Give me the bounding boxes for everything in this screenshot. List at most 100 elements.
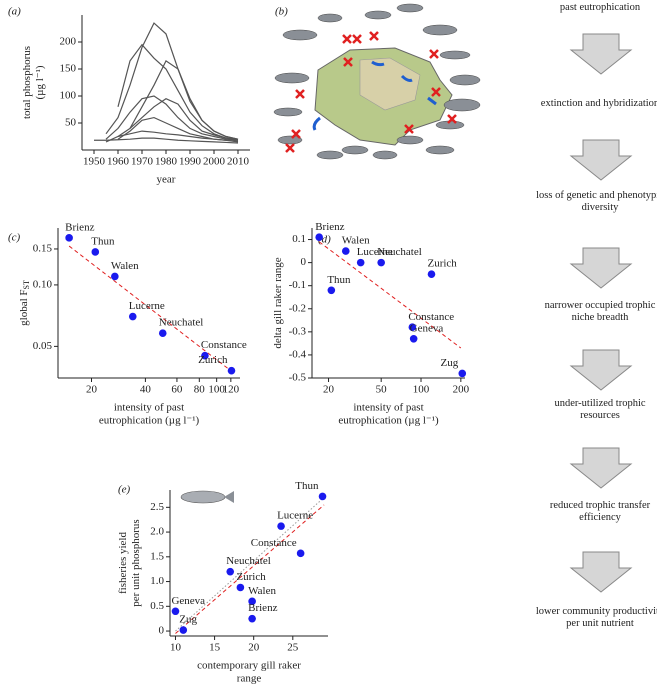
flow-step: lower community productivity per unit nu… bbox=[535, 606, 657, 629]
y-tick-label: 50 bbox=[65, 117, 77, 129]
y-tick-label: 0.15 bbox=[33, 242, 53, 254]
x-tick-label: 20 bbox=[86, 384, 98, 396]
y-axis-label-text: fisheries yield bbox=[117, 531, 129, 594]
x-tick-label: 15 bbox=[209, 642, 221, 654]
panel-label: (e) bbox=[118, 484, 131, 496]
point bbox=[427, 270, 436, 278]
trend-line bbox=[175, 504, 325, 634]
x-tick-label: 25 bbox=[287, 642, 299, 654]
y-tick-label: 150 bbox=[60, 63, 77, 75]
point bbox=[377, 258, 385, 267]
x-tick-label: 2000 bbox=[203, 156, 226, 168]
line bbox=[105, 130, 239, 143]
x-tick-label: 20 bbox=[323, 384, 335, 396]
point-label: Geneva bbox=[410, 322, 444, 334]
point-label: Walen bbox=[111, 260, 139, 272]
y-tick-label: -0.2 bbox=[289, 302, 306, 314]
point-label: Neuchatel bbox=[226, 555, 271, 567]
x-tick-label: 40 bbox=[140, 384, 152, 396]
point bbox=[409, 334, 418, 343]
y-tick-label: 0.1 bbox=[292, 233, 306, 245]
point bbox=[226, 567, 235, 576]
y-axis-label-text: delta gill raker range bbox=[272, 257, 284, 348]
point-label: Zurich bbox=[198, 354, 228, 366]
y-axis-label-text: global F bbox=[18, 289, 30, 325]
x-axis-label: eutrophication (µg l⁻¹) bbox=[338, 415, 439, 427]
panel-label: (a) bbox=[8, 6, 21, 18]
x-tick-label: 20 bbox=[248, 642, 260, 654]
y-tick-label: 0.10 bbox=[33, 278, 53, 290]
flow-arrows bbox=[569, 33, 633, 593]
point bbox=[179, 626, 188, 634]
point-label: Lucerne bbox=[129, 300, 165, 312]
line bbox=[105, 95, 239, 141]
y-tick-label: 1.0 bbox=[150, 575, 164, 587]
x-axis-label: contemporary gill raker bbox=[197, 660, 301, 672]
point-label: Neuchatel bbox=[159, 317, 204, 329]
point-label: Zurich bbox=[427, 258, 457, 270]
y-tick-label: 100 bbox=[60, 90, 77, 102]
y-tick-label: -0.4 bbox=[289, 348, 307, 360]
point bbox=[315, 233, 323, 242]
point bbox=[111, 272, 119, 281]
y-tick-label: 2.5 bbox=[150, 501, 164, 513]
x-tick-label: 50 bbox=[376, 384, 388, 396]
point-label: Walen bbox=[342, 235, 370, 247]
point-label: Zurich bbox=[236, 571, 266, 583]
y-axis-label-subscript: ST bbox=[22, 280, 31, 289]
point bbox=[158, 329, 167, 338]
point bbox=[277, 522, 285, 530]
point-label: Brienz bbox=[65, 221, 94, 233]
point bbox=[248, 614, 256, 623]
point-label: Lucerne bbox=[357, 246, 393, 258]
point bbox=[296, 549, 305, 558]
x-axis-label: intensity of past bbox=[114, 402, 184, 414]
y-tick-label: -0.5 bbox=[289, 372, 307, 384]
point-label: Constance bbox=[408, 311, 454, 323]
x-axis-label: intensity of past bbox=[353, 402, 423, 414]
y-axis-label-text: per unit phosphorus bbox=[130, 519, 142, 606]
flow-step: under-utilized trophic resources bbox=[554, 398, 646, 421]
point-label: Thun bbox=[327, 274, 351, 286]
y-axis-label: total phosphorus bbox=[21, 46, 33, 119]
point-label: Constance bbox=[201, 339, 247, 351]
x-tick-label: 2010 bbox=[227, 156, 250, 168]
y-axis-label: per unit phosphorus bbox=[130, 519, 142, 606]
point bbox=[91, 248, 100, 256]
x-tick-label: 1990 bbox=[179, 156, 202, 168]
point-label: Walen bbox=[248, 585, 276, 597]
y-axis-label: fisheries yield bbox=[117, 531, 129, 594]
point-label: Neuchatel bbox=[377, 246, 422, 258]
line bbox=[105, 22, 239, 140]
line bbox=[129, 60, 239, 140]
y-tick-label: 0.05 bbox=[33, 340, 53, 352]
y-axis-label-text: (µg l⁻¹) bbox=[34, 65, 46, 99]
point bbox=[327, 286, 336, 295]
y-tick-label: 2.0 bbox=[150, 526, 164, 538]
trend-line bbox=[68, 245, 232, 372]
point-label: Thun bbox=[91, 235, 115, 247]
x-tick-label: 80 bbox=[194, 384, 206, 396]
line bbox=[117, 43, 239, 141]
point-label: Brienz bbox=[315, 221, 344, 233]
x-axis-label: range bbox=[237, 673, 262, 685]
panel-label: (c) bbox=[8, 232, 21, 244]
point bbox=[408, 323, 417, 332]
point bbox=[171, 607, 180, 616]
y-tick-label: -0.3 bbox=[289, 325, 307, 337]
line bbox=[94, 137, 239, 144]
y-tick-label: 200 bbox=[60, 36, 77, 48]
map-illustration bbox=[273, 3, 481, 160]
point bbox=[356, 258, 365, 267]
x-tick-label: 1980 bbox=[155, 156, 178, 168]
x-tick-label: 10 bbox=[170, 642, 182, 654]
x-tick-label: 200 bbox=[453, 384, 470, 396]
point bbox=[227, 366, 236, 375]
x-axis-label: eutrophication (µg l⁻¹) bbox=[99, 415, 200, 427]
flow-step: loss of genetic and phenotypic diversity bbox=[536, 190, 657, 213]
flow-step: past eutrophication bbox=[559, 2, 641, 13]
trend-line bbox=[318, 241, 462, 349]
y-tick-label: -0.1 bbox=[289, 279, 306, 291]
y-axis-label: (µg l⁻¹) bbox=[34, 65, 46, 99]
